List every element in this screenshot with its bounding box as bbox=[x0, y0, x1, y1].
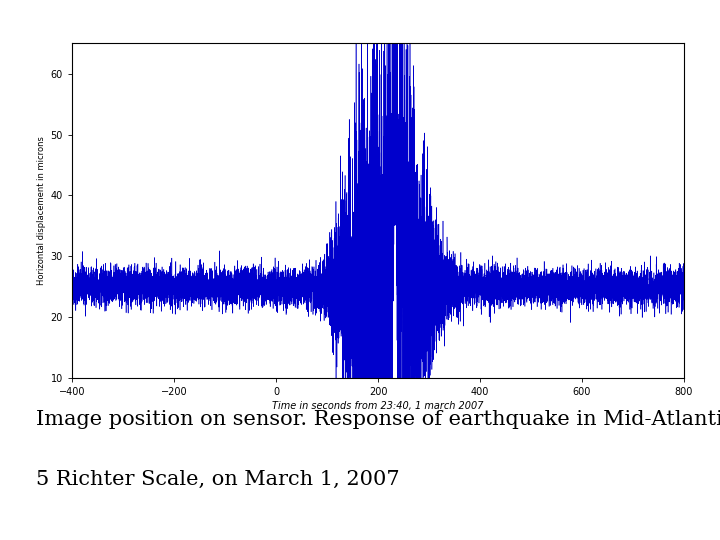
Text: 5 Richter Scale, on March 1, 2007: 5 Richter Scale, on March 1, 2007 bbox=[36, 470, 400, 489]
Y-axis label: Horizontal displacement in microns: Horizontal displacement in microns bbox=[37, 136, 46, 285]
X-axis label: Time in seconds from 23:40, 1 march 2007: Time in seconds from 23:40, 1 march 2007 bbox=[272, 401, 484, 411]
Text: Image position on sensor. Response of earthquake in Mid-Atlantic,: Image position on sensor. Response of ea… bbox=[36, 410, 720, 429]
